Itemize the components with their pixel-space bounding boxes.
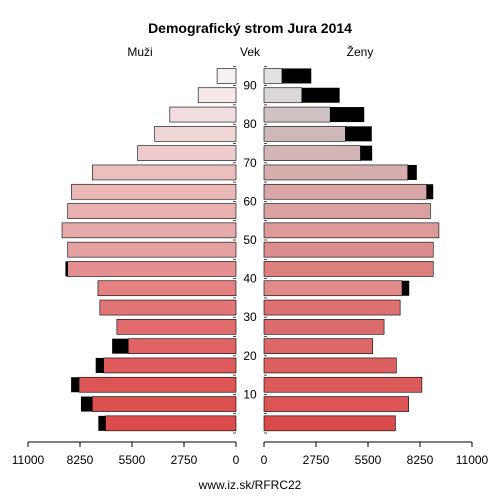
female-bar-5-9: [263, 396, 409, 412]
source-caption: www.iz.sk/RFRC22: [198, 478, 302, 492]
age-tick-label: 70: [243, 156, 257, 170]
male-bar-55-59: [67, 203, 237, 219]
female-bars: [263, 68, 440, 432]
x-tick-label: 5500: [119, 453, 146, 467]
male-bar-90+: [216, 68, 237, 84]
female-excess-bar-80-84: [330, 107, 365, 123]
x-tick-label: 5500: [355, 453, 382, 467]
x-tick-label: 2750: [303, 453, 330, 467]
female-excess-bar-75-79: [345, 126, 372, 142]
female-bar-85-89: [263, 87, 303, 104]
age-axis-label: Vek: [240, 45, 261, 59]
male-bar-75-79: [154, 126, 237, 142]
male-bar-80-84: [169, 106, 237, 123]
male-excess-bar-15-19: [95, 357, 104, 373]
male-bar-5-9: [91, 396, 237, 412]
male-side-label: Muži: [127, 45, 152, 59]
female-bar-0-4: [263, 415, 396, 432]
male-excess-bar-10-14: [71, 377, 80, 393]
male-bar-85-89: [197, 87, 237, 104]
female-bar-50-54: [263, 222, 440, 239]
age-tick-label: 60: [243, 194, 257, 208]
female-bar-20-24: [263, 338, 374, 354]
male-bar-10-14: [78, 376, 237, 393]
male-bar-0-4: [105, 415, 237, 432]
male-excess-bar-40-44: [65, 261, 68, 277]
x-tick-label: 2750: [171, 453, 198, 467]
age-tick-label: 10: [243, 387, 257, 401]
male-excess-bar-0-4: [98, 415, 106, 431]
female-bar-15-19: [263, 357, 397, 374]
female-bar-10-14: [263, 376, 423, 393]
x-tick-label: 0: [233, 453, 240, 467]
female-bar-90+: [263, 68, 283, 84]
female-bar-40-44: [263, 261, 434, 277]
male-bar-60-64: [71, 183, 237, 200]
male-bar-25-29: [116, 319, 237, 335]
female-bar-55-59: [263, 203, 431, 219]
male-excess-bar-20-24: [112, 338, 129, 354]
female-bar-35-39: [263, 280, 403, 297]
x-tick-label: 8250: [67, 453, 94, 467]
female-excess-bar-65-69: [407, 164, 417, 180]
female-excess-bar-60-64: [426, 184, 434, 200]
male-bars: [61, 68, 237, 432]
age-tick-label: 20: [243, 349, 257, 363]
age-tick-label: 90: [243, 79, 257, 93]
age-tick-label: 30: [243, 310, 257, 324]
female-excess-bar-70-74: [360, 145, 373, 161]
x-tick-label: 8250: [407, 453, 434, 467]
age-tick-label: 80: [243, 117, 257, 131]
female-bar-65-69: [263, 164, 409, 181]
male-bar-65-69: [91, 164, 237, 181]
x-tick-label: 11000: [456, 453, 489, 467]
male-bar-35-39: [97, 280, 237, 297]
male-bar-70-74: [137, 145, 237, 161]
male-bar-20-24: [127, 338, 237, 354]
x-tick-label: 0: [261, 453, 268, 467]
male-excess-bar-5-9: [80, 396, 93, 412]
female-side-label: Ženy: [347, 44, 374, 59]
female-bar-60-64: [263, 183, 427, 200]
age-tick-label: 50: [243, 233, 257, 247]
x-tick-label: 11000: [12, 453, 45, 467]
age-axis: 10 20 30 40 50 60 70 80 90: [233, 65, 267, 434]
age-tick-label: 40: [243, 272, 257, 286]
female-bar-30-34: [263, 299, 401, 316]
male-bar-45-49: [67, 241, 237, 258]
male-bar-30-34: [99, 299, 237, 316]
male-bar-50-54: [61, 222, 237, 239]
male-bar-15-19: [103, 357, 237, 374]
female-bar-70-74: [263, 145, 361, 161]
chart-title: Demografický strom Jura 2014: [148, 20, 352, 36]
female-bar-25-29: [263, 319, 385, 335]
male-bar-40-44: [67, 261, 237, 277]
female-excess-bar-90+: [281, 68, 312, 84]
female-excess-bar-85-89: [301, 87, 340, 103]
female-bar-80-84: [263, 106, 331, 123]
female-excess-bar-35-39: [402, 280, 410, 296]
female-bar-75-79: [263, 126, 346, 142]
female-bar-45-49: [263, 241, 434, 258]
x-axis: 11000 8250 5500 2750 0 0 2750 5500 8250 11000: [12, 441, 489, 467]
